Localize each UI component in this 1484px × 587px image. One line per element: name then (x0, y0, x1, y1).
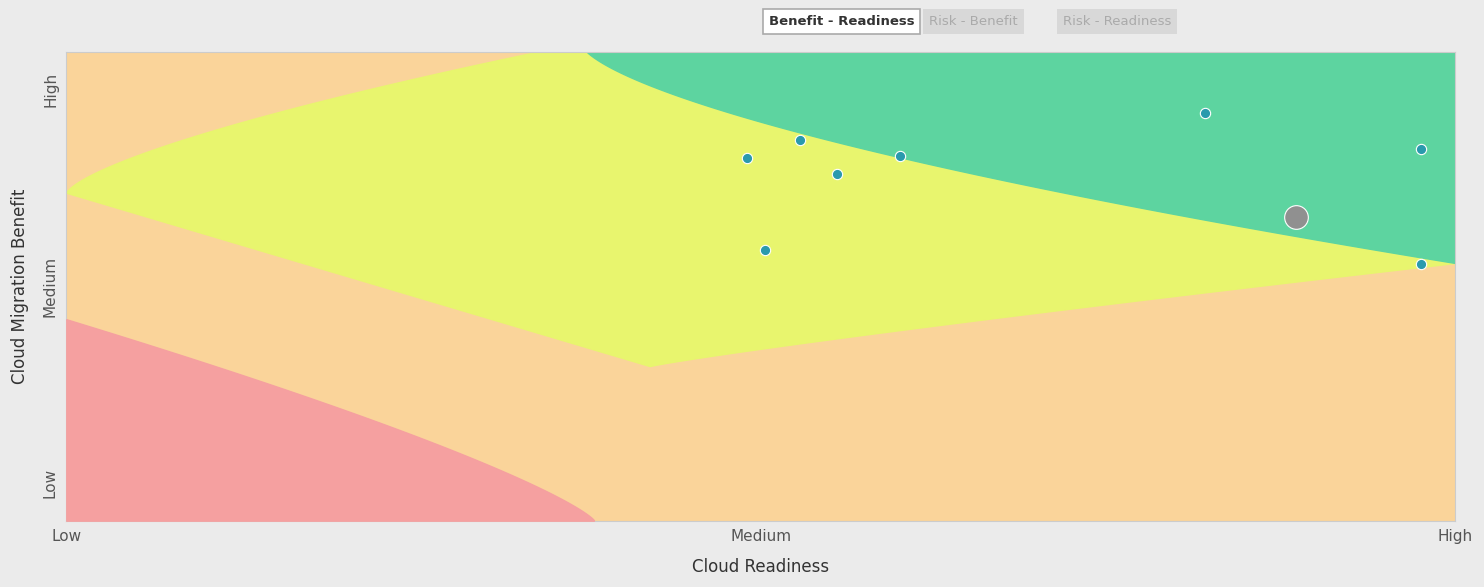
Point (1408, 144, 1432, 154)
Point (752, 246, 776, 255)
Text: Risk - Readiness: Risk - Readiness (1063, 15, 1171, 28)
X-axis label: Cloud Readiness: Cloud Readiness (692, 558, 830, 576)
Y-axis label: Cloud Migration Benefit: Cloud Migration Benefit (10, 189, 30, 384)
Text: Benefit - Readiness: Benefit - Readiness (769, 15, 914, 28)
Point (788, 136, 812, 145)
Point (825, 169, 849, 178)
Text: Risk - Benefit: Risk - Benefit (929, 15, 1018, 28)
Point (735, 153, 758, 162)
Point (1193, 109, 1217, 118)
Point (887, 151, 911, 161)
Point (1408, 259, 1432, 269)
Point (1284, 212, 1307, 222)
